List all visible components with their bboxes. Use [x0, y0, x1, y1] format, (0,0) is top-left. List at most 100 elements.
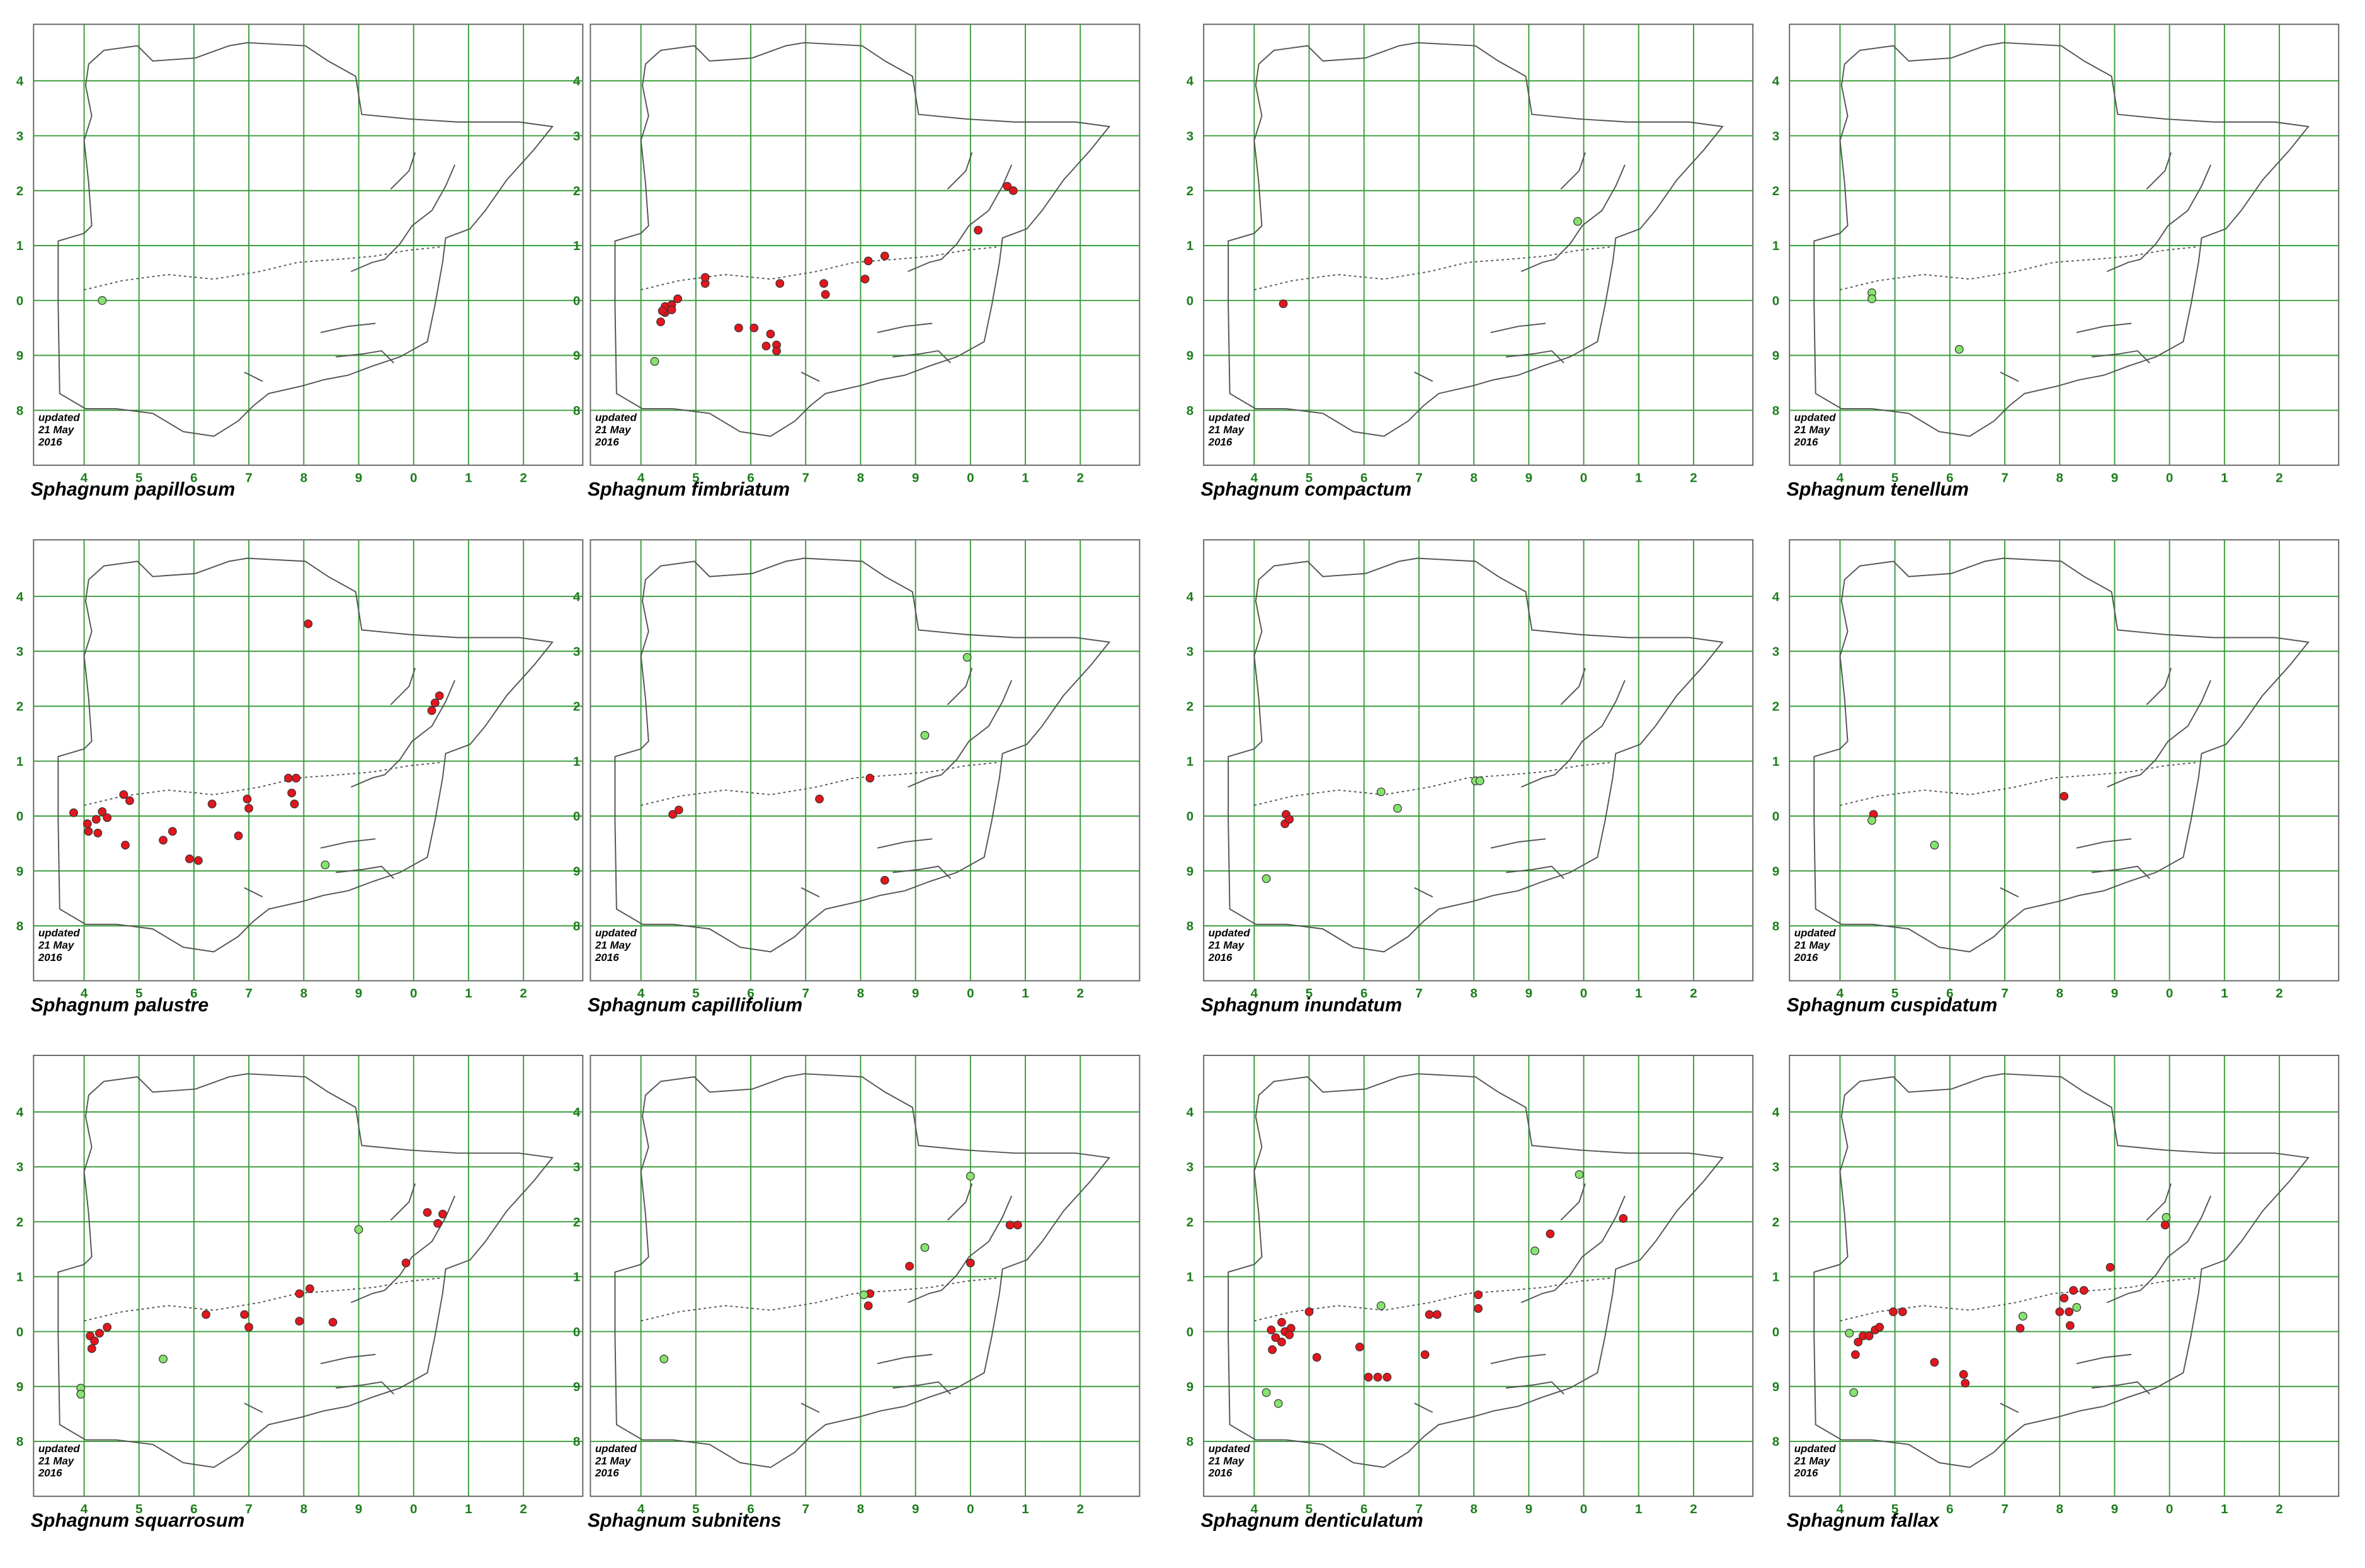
y-tick-label: 2: [1772, 700, 1779, 714]
y-tick-label: 3: [1772, 645, 1779, 659]
y-tick-label: 4: [16, 589, 24, 604]
y-tick-label: 2: [16, 700, 23, 714]
record-dot: [76, 1390, 86, 1399]
record-dot: [1432, 1310, 1442, 1319]
record-dot: [1376, 1301, 1386, 1310]
y-tick-label: 0: [573, 1325, 580, 1339]
y-tick-label: 4: [573, 589, 581, 604]
y-tick-label: 3: [1187, 129, 1194, 144]
record-dot: [1530, 1246, 1539, 1256]
record-dot: [207, 799, 217, 809]
x-tick-label: 4: [1251, 986, 1258, 1001]
update-note: 2016: [38, 952, 62, 963]
x-tick-label: 5: [135, 986, 142, 1001]
record-dot: [83, 819, 92, 828]
x-tick-label: 6: [747, 470, 754, 485]
map-frame: [33, 1054, 584, 1497]
x-tick-label: 9: [1525, 986, 1532, 1001]
x-tick-label: 5: [692, 986, 699, 1001]
map-title: Sphagnum inundatum: [1201, 995, 1402, 1016]
y-tick-label: 1: [16, 239, 23, 253]
record-dot: [772, 346, 781, 356]
y-tick-label: 4: [16, 1105, 24, 1120]
update-note: 21 May: [1794, 424, 1831, 436]
record-dot: [1954, 344, 1964, 354]
update-note: 2016: [1208, 952, 1233, 963]
y-tick-label: 8: [1772, 919, 1779, 934]
map-title: Sphagnum tenellum: [1787, 479, 1969, 500]
x-tick-label: 7: [802, 986, 809, 1001]
x-tick-label: 9: [2111, 470, 2118, 485]
x-tick-label: 5: [1306, 1502, 1313, 1516]
y-tick-label: 9: [573, 864, 580, 878]
record-dot: [656, 317, 665, 327]
y-tick-label: 3: [16, 1160, 23, 1174]
record-dot: [1267, 1326, 1276, 1334]
y-tick-label: 9: [573, 349, 580, 363]
record-dot: [1003, 181, 1012, 191]
y-tick-label: 0: [573, 809, 580, 824]
record-dot: [1867, 815, 1876, 825]
record-dot: [305, 1284, 314, 1293]
record-dot: [1382, 1373, 1392, 1382]
record-dot: [69, 808, 78, 817]
y-tick-label: 0: [573, 293, 580, 308]
x-tick-label: 8: [2056, 1502, 2063, 1516]
map-frame: [1789, 539, 2340, 982]
record-dot: [863, 1301, 873, 1310]
record-dot: [1373, 1373, 1382, 1382]
record-dot: [2079, 1286, 2089, 1295]
update-note: 2016: [1794, 952, 1818, 963]
y-tick-label: 3: [1772, 1160, 1779, 1174]
update-note: updated: [1209, 927, 1251, 939]
record-dot: [658, 306, 667, 315]
y-tick-label: 4: [573, 1105, 581, 1120]
y-tick-label: 9: [1772, 1380, 1779, 1394]
x-tick-label: 2: [2276, 470, 2282, 485]
y-tick-label: 4: [1187, 74, 1194, 89]
record-dot: [761, 341, 771, 351]
record-dot: [1546, 1229, 1555, 1239]
x-tick-label: 2: [1690, 986, 1697, 1001]
record-dot: [121, 841, 130, 849]
x-tick-label: 8: [2056, 470, 2063, 485]
map-title: Sphagnum denticulatum: [1201, 1511, 1423, 1531]
update-note: updated: [1794, 1443, 1837, 1455]
update-note: 21 May: [1208, 940, 1245, 952]
x-tick-label: 8: [1470, 986, 1477, 1001]
x-tick-label: 5: [1891, 1502, 1898, 1516]
y-tick-label: 2: [573, 1215, 580, 1229]
x-tick-label: 1: [1022, 470, 1029, 485]
x-tick-label: 7: [245, 986, 252, 1001]
x-tick-label: 8: [857, 1502, 864, 1516]
y-tick-label: 2: [573, 700, 580, 714]
y-tick-label: 1: [16, 754, 23, 769]
x-tick-label: 7: [802, 470, 809, 485]
x-tick-label: 9: [1525, 470, 1532, 485]
x-tick-label: 4: [1251, 470, 1258, 485]
record-dot: [1875, 1322, 1884, 1332]
record-dot: [880, 251, 889, 261]
update-note: 2016: [38, 1467, 62, 1479]
x-tick-label: 7: [2001, 1502, 2008, 1516]
record-dot: [650, 357, 659, 366]
record-dot: [1930, 841, 1939, 849]
record-dot: [90, 1336, 100, 1346]
record-dot: [2065, 1321, 2075, 1330]
x-tick-label: 2: [1076, 1502, 1083, 1516]
y-tick-label: 4: [1187, 589, 1194, 604]
x-tick-label: 4: [81, 1502, 88, 1516]
x-tick-label: 0: [1580, 1502, 1587, 1516]
y-tick-label: 2: [1187, 184, 1194, 198]
record-dot: [1393, 804, 1402, 813]
y-tick-label: 4: [573, 74, 581, 89]
record-dot: [1867, 294, 1876, 304]
x-tick-label: 4: [637, 470, 645, 485]
record-dot: [295, 1289, 304, 1298]
